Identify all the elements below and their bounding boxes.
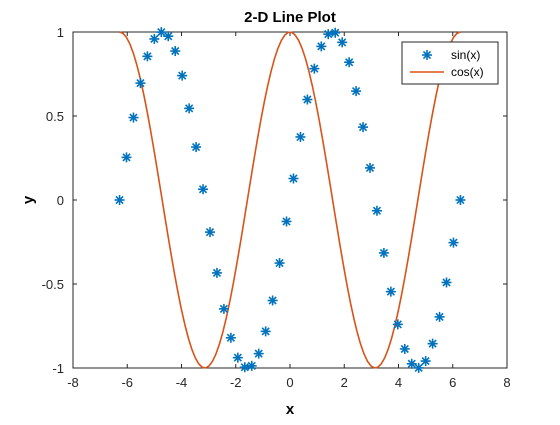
series-sin-point <box>128 112 139 123</box>
series-sin-point <box>170 46 181 57</box>
x-tick-label: 8 <box>503 375 510 390</box>
x-tick-label: -4 <box>176 375 188 390</box>
legend-sin-label: sin(x) <box>451 48 480 62</box>
series-sin-point <box>246 360 257 371</box>
series-sin-point <box>378 247 389 258</box>
x-tick-label: -6 <box>121 375 133 390</box>
series-sin-point <box>114 195 125 206</box>
series-sin-point <box>448 237 459 248</box>
series-sin-point <box>302 94 313 105</box>
series-sin-point <box>260 326 271 337</box>
series-sin-point <box>427 338 438 349</box>
x-tick-label: -8 <box>67 375 79 390</box>
plot-area: -8 -6 -4 -2 0 2 4 6 8 -1 -0.5 0 0.5 1 sin(x) cos(x) <box>42 25 511 390</box>
y-tick-label: 1 <box>57 25 64 40</box>
x-tick-label: 6 <box>449 375 456 390</box>
series-sin-point <box>281 216 292 227</box>
series-sin-point <box>330 27 341 38</box>
x-tick-label: 2 <box>341 375 348 390</box>
series-sin-point <box>267 295 278 306</box>
series-sin-point <box>385 286 396 297</box>
series-sin-point <box>198 184 209 195</box>
series-sin-point <box>295 131 306 142</box>
series-sin-point <box>413 362 424 373</box>
series-sin-point <box>191 142 202 153</box>
series-cos-line <box>119 31 461 369</box>
series-sin-point <box>399 343 410 354</box>
series-sin-point <box>142 51 153 62</box>
y-tick-label: -0.5 <box>42 277 64 292</box>
legend-box <box>401 41 499 85</box>
series-sin-point <box>232 352 243 363</box>
series-sin-point <box>406 358 417 369</box>
series-sin-point <box>420 356 431 367</box>
series-sin-point <box>156 27 167 38</box>
series-sin-point <box>351 86 362 97</box>
x-tick-label: -2 <box>230 375 242 390</box>
series-sin-point <box>309 63 320 74</box>
y-tick-label: -1 <box>52 361 64 376</box>
series-sin-point <box>205 227 216 238</box>
series-sin-point <box>121 152 132 163</box>
series-sin-point <box>371 205 382 216</box>
series-sin-point <box>135 78 146 89</box>
chart-title: 2-D Line Plot <box>244 9 336 26</box>
series-sin-point <box>316 41 327 52</box>
series-sin-point <box>392 319 403 330</box>
x-axis-label: x <box>286 401 295 418</box>
series-sin-point <box>239 362 250 373</box>
series-sin-point <box>358 122 369 133</box>
series-sin-point <box>274 258 285 269</box>
axes-box <box>72 31 508 369</box>
series-sin-point <box>344 57 355 68</box>
legend-cos-label: cos(x) <box>451 65 484 79</box>
y-tick-label: 0 <box>57 193 64 208</box>
series-sin-point <box>177 70 188 81</box>
series-sin-point <box>441 277 452 288</box>
y-tick-label: 0.5 <box>46 109 64 124</box>
x-tick-label: 0 <box>286 375 293 390</box>
series-sin-point <box>184 103 195 114</box>
series-sin-point <box>434 311 445 322</box>
series-sin-point <box>218 303 229 314</box>
y-axis-label: y <box>20 195 37 204</box>
legend-sin-marker <box>422 50 432 60</box>
series-sin-point <box>163 31 174 42</box>
series-sin-point <box>455 194 466 205</box>
series-sin-point <box>225 332 236 343</box>
series-sin-point <box>288 173 299 184</box>
x-tick-label: 4 <box>395 375 402 390</box>
series-sin-point <box>211 267 222 278</box>
series-sin-point <box>337 37 348 48</box>
series-sin-point <box>364 162 375 173</box>
series-sin-point <box>149 33 160 44</box>
series-sin-point <box>323 29 334 40</box>
series-sin-point <box>253 348 264 359</box>
